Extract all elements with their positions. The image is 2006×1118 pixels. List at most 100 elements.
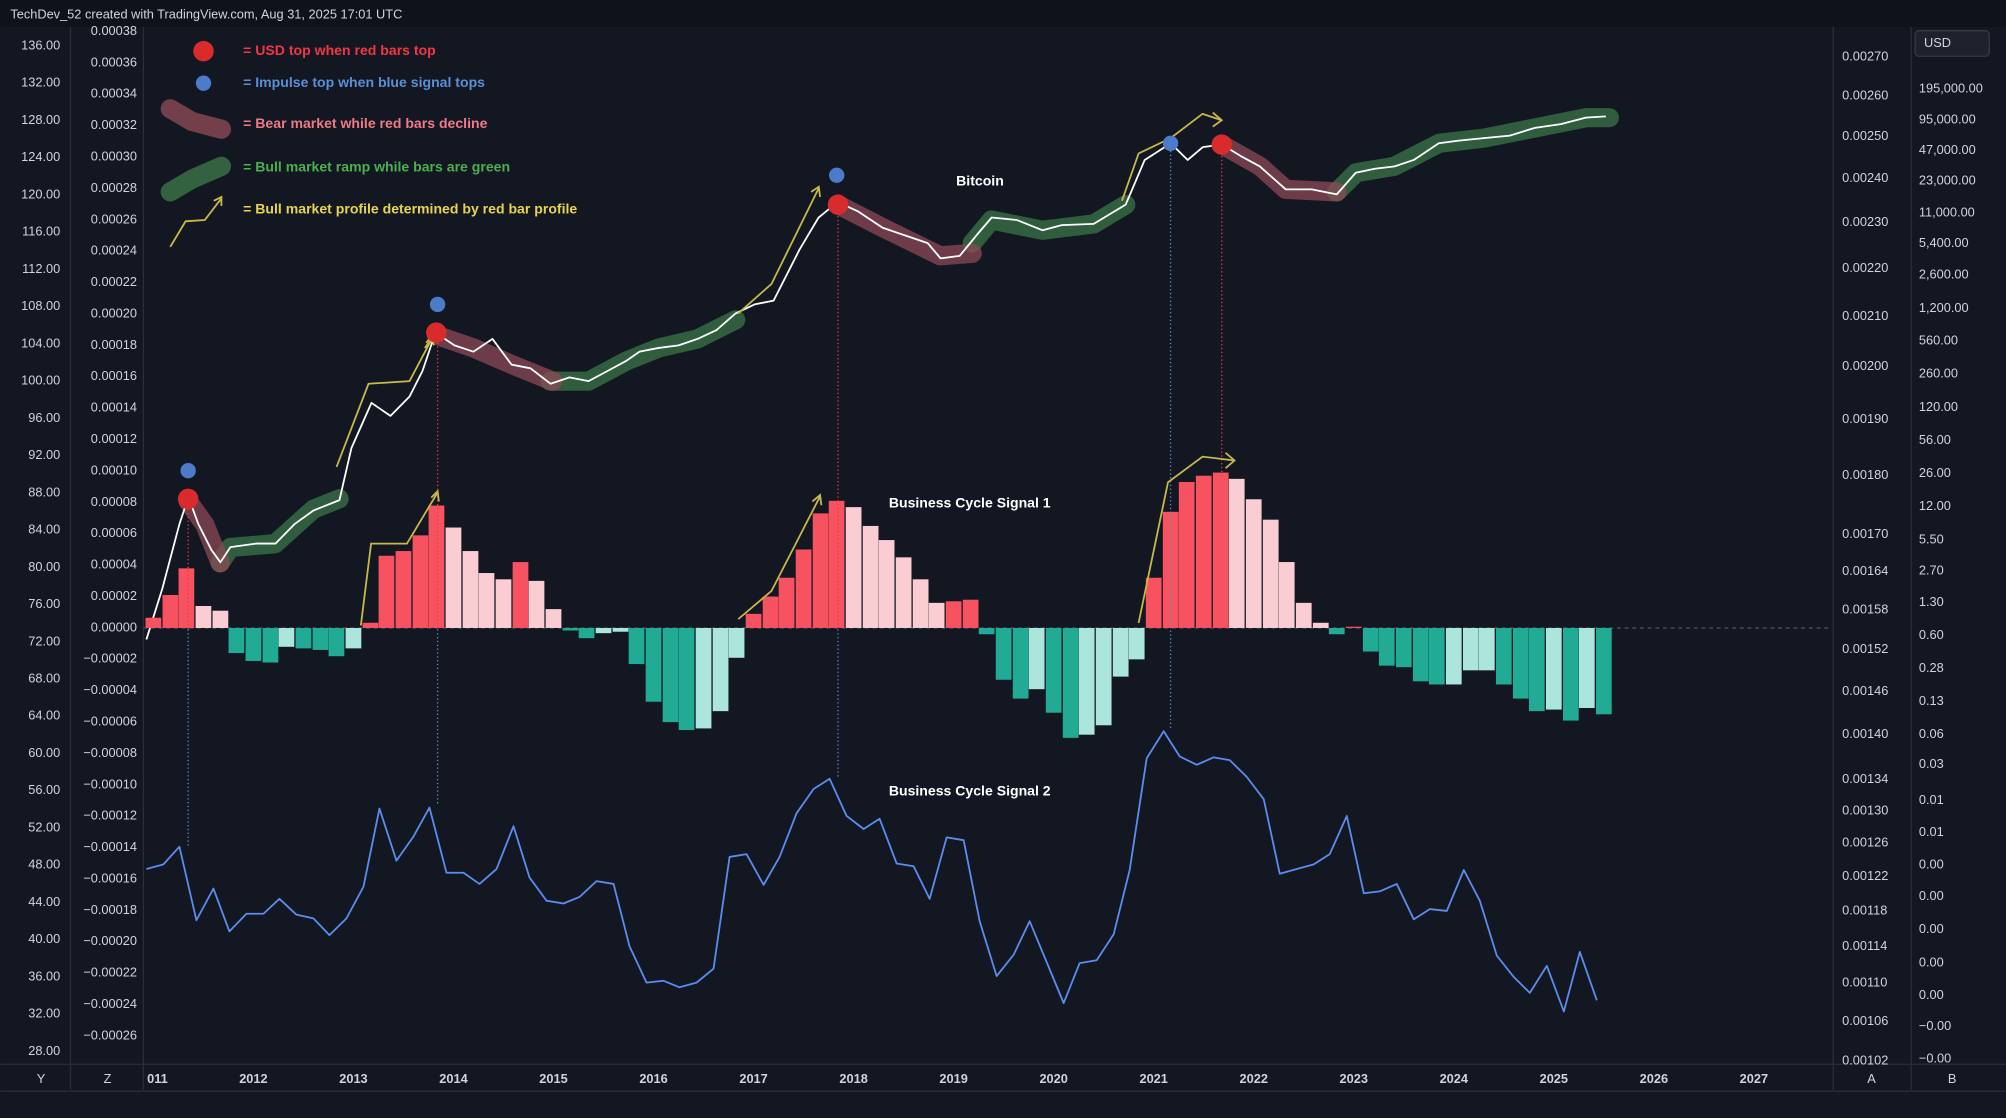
y-tick-label: 23,000.00 — [1919, 173, 1976, 188]
y-tick-label: −0.00008 — [83, 745, 137, 760]
bar — [828, 500, 845, 628]
bar — [1062, 627, 1079, 738]
y-tick-label: 0.00152 — [1842, 641, 1888, 656]
arrow-head — [1212, 111, 1224, 128]
y-tick-label: 136.00 — [21, 37, 60, 52]
y-tick-label: 0.00038 — [91, 23, 137, 38]
y-tick-label: 0.00026 — [91, 211, 137, 226]
bar — [1078, 627, 1095, 735]
bar — [1362, 627, 1379, 652]
y-tick-label: 60.00 — [28, 745, 60, 760]
x-tick-label: 011 — [147, 1071, 168, 1086]
bar — [195, 605, 212, 628]
bar — [628, 627, 645, 665]
bar — [612, 627, 629, 632]
y-tick-label: 40.00 — [28, 931, 60, 946]
bar — [695, 627, 712, 729]
y-tick-label: −0.00002 — [83, 651, 137, 666]
y-tick-label: 104.00 — [21, 335, 60, 350]
y-tick-label: 48.00 — [28, 857, 60, 872]
y-tick-label: 96.00 — [28, 410, 60, 425]
toolbar-button[interactable]: Z — [104, 1071, 112, 1086]
y-tick-label: 0.00 — [1919, 921, 1944, 936]
impulse-top-dot — [429, 296, 446, 313]
usd-top-dot — [426, 322, 447, 343]
y-tick-label: 0.00210 — [1842, 308, 1888, 323]
bar — [162, 595, 179, 628]
y-tick-label: 0.00014 — [91, 400, 137, 415]
currency-box[interactable] — [1914, 30, 1990, 57]
bar — [1428, 627, 1445, 685]
y-tick-label: 0.00134 — [1842, 771, 1888, 786]
bar — [1562, 627, 1579, 721]
bar — [1462, 627, 1479, 671]
y-tick-label: 0.00012 — [91, 431, 137, 446]
series-title: Business Cycle Signal 2 — [889, 783, 1051, 799]
y-tick-label: 195,000.00 — [1919, 81, 1983, 96]
y-tick-label: 0.00002 — [91, 588, 137, 603]
y-tick-label: 36.00 — [28, 968, 60, 983]
bar — [1212, 472, 1229, 628]
y-tick-label: 95,000.00 — [1919, 112, 1976, 127]
impulse-top-dot — [180, 463, 196, 479]
bar — [562, 627, 579, 631]
bar — [462, 551, 479, 628]
y-tick-label: 0.00146 — [1842, 683, 1888, 698]
series-title: Bitcoin — [956, 172, 1004, 188]
y-tick-label: 11,000.00 — [1919, 204, 1975, 219]
y-tick-label: 0.00190 — [1842, 411, 1888, 426]
bar — [1312, 622, 1329, 628]
y-tick-label: 0.00 — [1919, 857, 1944, 872]
x-tick-label: 2018 — [839, 1071, 867, 1086]
y-tick-label: 0.00140 — [1842, 726, 1888, 741]
bar — [1128, 627, 1145, 660]
legend-entry: = Bull market profile determined by red … — [243, 201, 577, 217]
bar — [1495, 627, 1512, 685]
profile-arrow — [737, 187, 820, 315]
toolbar-button[interactable]: A — [1867, 1071, 1876, 1086]
y-tick-label: 0.00024 — [91, 243, 137, 258]
impulse-top-dot — [1162, 135, 1179, 151]
y-tick-label: 108.00 — [21, 298, 60, 313]
y-tick-label: 0.00032 — [91, 117, 137, 132]
y-tick-label: 0.00122 — [1842, 868, 1888, 883]
bar — [1145, 577, 1162, 628]
toolbar-button[interactable]: B — [1948, 1071, 1957, 1086]
y-tick-label: 0.00008 — [91, 494, 137, 509]
bar — [145, 617, 162, 628]
bear-highlight — [828, 195, 982, 266]
y-tick-label: 260.00 — [1919, 366, 1958, 381]
y-tick-label: 100.00 — [21, 373, 60, 388]
toolbar-button[interactable]: Y — [37, 1071, 46, 1086]
bar — [895, 557, 912, 628]
y-tick-label: 5,400.00 — [1919, 235, 1969, 250]
bar — [945, 601, 962, 628]
bar — [1578, 627, 1595, 709]
x-tick-label: 2016 — [639, 1071, 667, 1086]
x-tick-label: 2021 — [1139, 1071, 1167, 1086]
legend-icon — [169, 197, 223, 248]
series-line — [145, 115, 1606, 640]
bear-highlight — [426, 325, 563, 391]
y-tick-label: 52.00 — [28, 819, 60, 834]
y-tick-label: 44.00 — [28, 894, 60, 909]
usd-top-dot — [827, 194, 849, 215]
legend-icon — [213, 195, 223, 206]
y-tick-label: 0.06 — [1919, 726, 1944, 741]
y-tick-label: 0.00240 — [1842, 170, 1888, 185]
y-tick-label: −0.00004 — [83, 682, 137, 697]
y-tick-label: 0.00034 — [91, 86, 137, 101]
bar — [995, 627, 1012, 680]
currency-label[interactable]: USD — [1924, 35, 1951, 50]
y-tick-label: 92.00 — [28, 447, 60, 462]
bar — [795, 549, 812, 628]
y-tick-label: 116.00 — [22, 224, 60, 239]
y-tick-label: 0.03 — [1919, 756, 1944, 771]
x-tick-label: 2019 — [939, 1071, 967, 1086]
bar — [1262, 519, 1279, 628]
y-tick-label: 26.00 — [1919, 465, 1951, 480]
y-tick-label: 68.00 — [28, 670, 60, 685]
y-tick-label: −0.00 — [1919, 1051, 1951, 1066]
bar — [245, 627, 262, 661]
